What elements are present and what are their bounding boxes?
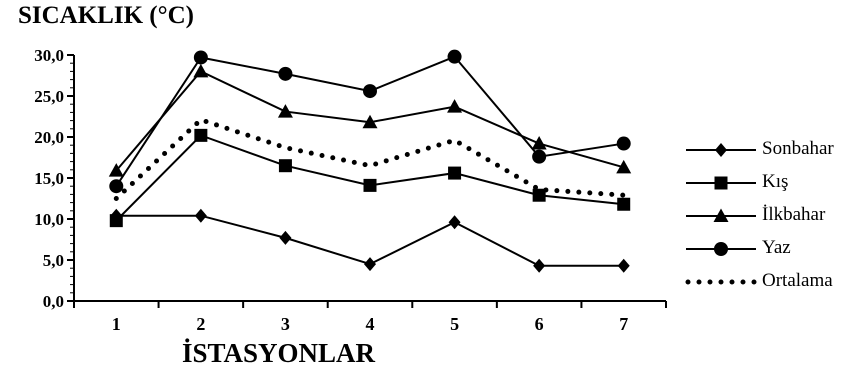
x-tick-label: 3	[281, 314, 290, 334]
data-point-ilkbahar	[531, 136, 547, 150]
data-point-sonbahar	[194, 208, 207, 223]
plot-area	[108, 49, 632, 273]
legend-swatch-sonbahar	[686, 143, 756, 157]
legend-item-ortalama: Ortalama	[684, 268, 856, 296]
data-point-sonbahar	[364, 257, 376, 272]
y-tick-label: 25,0	[34, 87, 64, 106]
data-point-kis	[109, 214, 123, 228]
data-point-kis	[278, 159, 292, 173]
legend-item-sonbahar: Sonbahar	[684, 136, 856, 164]
series-ilkbahar	[108, 63, 632, 177]
y-axis-label: SICAKLIK (°C)	[18, 2, 194, 29]
data-point-kis	[532, 188, 546, 202]
series-yaz	[109, 49, 631, 194]
y-tick-label: 10,0	[34, 210, 64, 229]
data-point-kis	[448, 166, 462, 180]
data-point-yaz	[447, 49, 462, 64]
data-point-yaz	[363, 84, 377, 99]
legend-item-ilkbahar: İlkbahar	[684, 202, 856, 230]
data-point-yaz	[193, 50, 208, 65]
legend-swatch-ortalama	[685, 279, 759, 285]
data-point-ilkbahar	[277, 104, 293, 118]
legend-marker	[715, 143, 727, 157]
legend-label-ortalama: Ortalama	[762, 270, 833, 291]
y-tick-label: 0,0	[43, 292, 64, 311]
x-tick-label: 4	[366, 314, 375, 334]
legend-swatch-kis	[686, 176, 756, 190]
data-point-kis	[194, 128, 208, 142]
data-point-yaz	[532, 149, 547, 164]
legend-label-ilkbahar: İlkbahar	[762, 204, 826, 225]
data-point-yaz	[278, 66, 293, 81]
y-tick-label: 5,0	[43, 251, 64, 270]
legend-label-kis: Kış	[762, 171, 789, 192]
data-point-yaz	[616, 136, 631, 151]
legend-label-sonbahar: Sonbahar	[762, 138, 834, 159]
legend-swatch-ilkbahar	[686, 208, 756, 222]
x-tick-label: 7	[619, 314, 628, 334]
legend-marker	[713, 208, 729, 222]
x-tick-label: 2	[196, 314, 205, 334]
x-tick-label: 5	[450, 314, 459, 334]
legend-item-yaz: Yaz	[684, 235, 856, 263]
series-kis	[109, 128, 631, 228]
data-point-sonbahar	[448, 215, 461, 230]
x-tick-label: 1	[112, 314, 121, 334]
legend-swatch-yaz	[686, 242, 756, 256]
series-sonbahar	[110, 208, 630, 273]
data-point-kis	[363, 178, 377, 192]
data-point-sonbahar	[533, 258, 546, 273]
data-point-ilkbahar	[447, 99, 463, 113]
x-tick-label: 6	[535, 314, 544, 334]
y-tick-label: 20,0	[34, 128, 64, 147]
y-tick-label: 30,0	[34, 46, 64, 65]
data-point-sonbahar	[279, 230, 292, 245]
x-axis-label: İSTASYONLAR	[182, 338, 376, 368]
data-point-yaz	[109, 179, 124, 194]
data-point-ilkbahar	[362, 114, 378, 129]
legend-marker	[714, 242, 728, 256]
y-tick-label: 15,0	[34, 169, 64, 188]
data-point-kis	[617, 197, 631, 211]
data-point-ilkbahar	[108, 163, 124, 177]
data-point-sonbahar	[617, 258, 630, 273]
legend-marker	[714, 176, 728, 190]
legend-label-yaz: Yaz	[762, 237, 791, 258]
series-line-kis	[115, 134, 624, 222]
data-point-ilkbahar	[616, 159, 632, 174]
legend-item-kis: Kış	[684, 169, 856, 197]
axes: 0,0 5,0 10,0 15,0 20,0 25,0 30,0 1 2 3 4 5 6 7	[34, 46, 667, 334]
data-point-ilkbahar	[193, 63, 209, 78]
